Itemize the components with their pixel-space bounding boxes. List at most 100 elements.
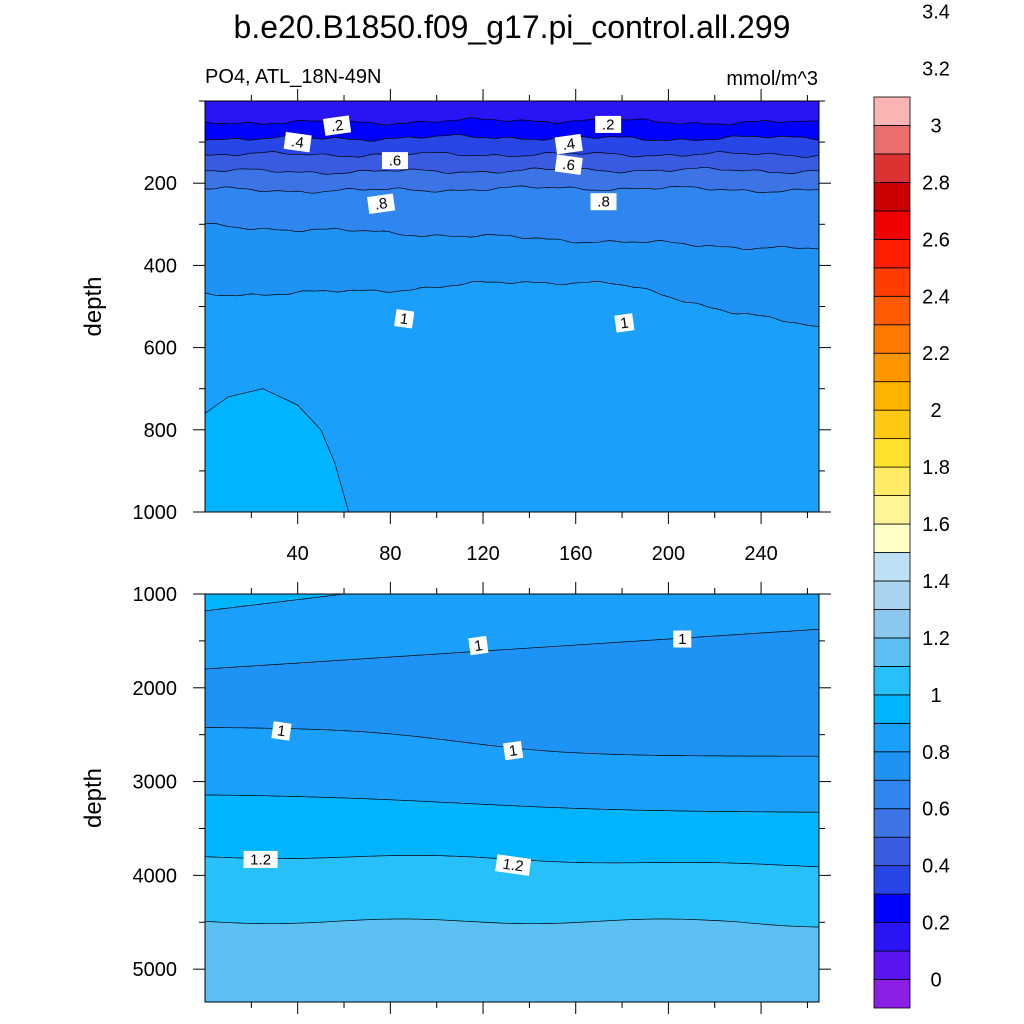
colorbar-tick-label: 0.2 [922,913,950,935]
y-axis-label: depth [80,768,107,828]
x-tick-label: 160 [559,543,592,565]
colorbar-swatch [873,295,911,326]
colorbar-swatch [873,893,911,923]
contour-label: 1 [271,721,292,741]
contour-label-box [283,131,312,153]
colorbar-tick-label: 1.6 [922,514,950,536]
contour-label-text: 1 [399,310,410,328]
contour-line [205,594,819,612]
contour-label-box [495,854,532,876]
colorbar-swatch [873,495,911,525]
contour-label-text: .8 [597,194,610,211]
contour-label-box [554,133,583,155]
y-axis-label: depth [80,276,107,336]
x-tick-label: 120 [466,543,499,565]
colorbar-swatch [873,808,911,838]
colorbar-swatch [873,722,911,753]
colorbar-swatch [873,751,911,781]
colorbar-swatch [873,836,911,867]
figure-title: b.e20.B1850.f09_g17.pi_control.all.299 [234,9,791,45]
colorbar-swatch [873,552,911,582]
contour-label: 1 [503,740,524,761]
contour-band [205,727,819,813]
units-label: mmol/m^3 [726,68,818,90]
colorbar-swatch [873,609,911,639]
colorbar-swatch [873,438,911,468]
upper-panel: .2 .2 .4 .4 .6 .6 .8 .8 1 1 40 80 120 160 200 240 200 400… [80,89,831,565]
contour-label: 1 [614,313,635,333]
y-tick-label: 1000 [133,584,178,606]
contour-label-box [554,154,583,175]
contour-label-text: .6 [389,153,402,170]
x-tick-label: 200 [652,543,685,565]
colorbar: 0 0.2 0.4 0.6 0.8 1 1.2 1.4 1.6 1.8 2 2.2 2.4 2.6 2.8 3… [873,2,950,1009]
contour-label-text: 1 [508,742,519,760]
contour-line [205,222,819,250]
x-tick-label: 80 [379,543,401,565]
contour-line [205,166,819,175]
contour-line [205,151,819,158]
colorbar-tick-label: 0.6 [922,799,950,821]
contour-label: .4 [554,133,583,155]
x-tick-label: 240 [744,543,777,565]
contour-label: .6 [381,152,408,170]
contour-label-text: .6 [561,156,576,175]
contour-label-box [468,635,489,656]
colorbar-tick-label: 3.4 [922,2,950,24]
contour-label: .2 [323,115,352,136]
contour-label: .6 [554,154,583,175]
colorbar-tick-label: 0.8 [922,742,950,764]
colorbar-swatch [873,779,911,810]
contour-label-text: .4 [290,133,305,152]
contour-band [205,117,819,142]
contour-band [205,594,819,669]
colorbar-swatch [873,96,911,126]
contour-band [205,629,819,757]
colorbar-swatch [873,466,911,496]
y-tick-label: 1000 [133,502,178,524]
contour-line [205,794,819,813]
colorbar-swatch [873,979,911,1009]
colorbar-swatch [873,637,911,667]
filled-contours [205,101,819,512]
colorbar-swatch [873,352,911,383]
contour-label: 1.2 [243,850,278,868]
colorbar-swatch [873,324,911,354]
colorbar-tick-label: 3 [930,115,941,137]
contour-label: .2 [595,115,622,133]
contour-label-box [367,193,396,214]
contour-label: 1.2 [495,854,532,876]
contour-line [205,918,819,928]
colorbar-tick-label: 1.8 [922,457,950,479]
variable-label: PO4, ATL_18N-49N [205,66,381,88]
axes: 1000 2000 3000 4000 5000 depth [80,582,831,1014]
y-tick-label: 2000 [133,678,178,700]
contour-label: 1 [468,635,489,656]
contour-label-box [381,152,408,170]
y-tick-label: 800 [144,420,177,442]
filled-contours [205,594,819,1002]
colorbar-swatch [873,267,911,297]
contour-line [205,185,819,194]
y-tick-label: 200 [144,173,177,195]
contour-label: .4 [283,131,312,153]
colorbar-swatch [873,865,911,895]
contour-label: .8 [590,193,617,211]
colorbar-tick-label: 3.2 [922,59,950,81]
colorbar-tick-label: 1.2 [922,628,950,650]
contour-band [205,134,819,158]
contour-label-box [673,630,692,648]
colorbar-tick-label: 2 [930,400,941,422]
colorbar-swatch [873,694,911,724]
colorbar-tick-label: 0.4 [922,856,950,878]
contour-label-text: .2 [330,117,345,136]
contour-label-text: .2 [602,116,615,133]
contour-label-text: 1 [619,314,630,332]
contour-line [205,117,819,126]
contour-band [205,101,819,125]
contour-band [205,794,819,867]
contour-label: 1 [673,630,692,648]
colorbar-swatch [873,182,911,212]
contour-label-box [243,850,278,868]
contour-label-text: 1.2 [250,851,271,868]
